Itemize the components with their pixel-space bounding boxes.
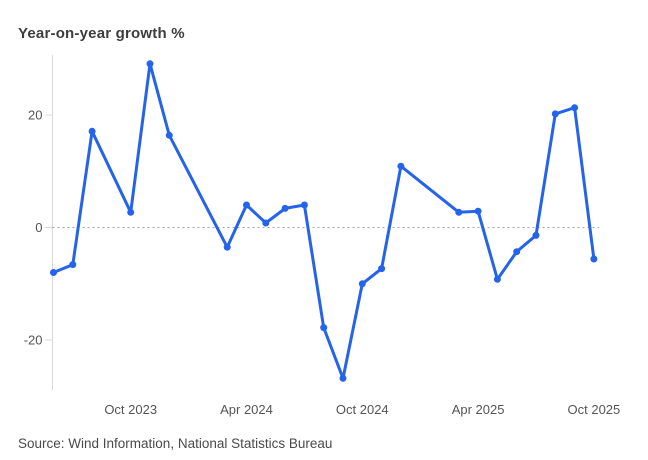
data-point-marker (88, 127, 96, 135)
data-point-marker (69, 261, 77, 269)
data-point-marker (513, 248, 521, 256)
data-point-marker (50, 269, 57, 276)
data-point-marker (493, 275, 501, 283)
chart-title: Year-on-year growth % (18, 25, 185, 42)
x-tick-label: Oct 2023 (104, 402, 157, 417)
y-tick-label: -20 (24, 333, 43, 348)
data-point-marker (339, 374, 347, 382)
data-point-marker (243, 201, 250, 209)
data-point-marker (455, 208, 463, 216)
data-point-marker (165, 131, 173, 139)
data-point-marker (532, 231, 540, 239)
data-point-marker (474, 207, 482, 215)
data-point-marker (146, 60, 154, 68)
data-point-marker (590, 255, 598, 263)
data-point-marker (551, 110, 559, 118)
source-caption: Source: Wind Information, National Stati… (18, 436, 333, 451)
data-point-marker (262, 219, 270, 227)
data-point-marker (320, 324, 328, 332)
x-tick-label: Oct 2025 (568, 402, 621, 417)
y-tick-label: 20 (28, 108, 42, 123)
data-point-marker (397, 162, 405, 170)
data-point-marker (281, 204, 289, 212)
y-tick-label: 0 (35, 220, 42, 235)
y-axis-ticks: 20 0 -20 (24, 108, 53, 348)
data-point-marker (571, 104, 579, 112)
x-tick-label: Apr 2024 (220, 402, 273, 417)
data-point-marker (378, 265, 386, 273)
data-point-marker (127, 208, 135, 216)
data-point-marker (300, 201, 308, 209)
data-points (50, 60, 598, 382)
series-line (52, 62, 596, 380)
data-point-marker (223, 243, 231, 251)
data-point-marker (358, 280, 366, 288)
x-tick-label: Apr 2025 (452, 402, 505, 417)
x-tick-label: Oct 2024 (336, 402, 389, 417)
x-axis-labels: Oct 2023 Apr 2024 Oct 2024 Apr 2025 Oct 2025 (104, 402, 620, 417)
